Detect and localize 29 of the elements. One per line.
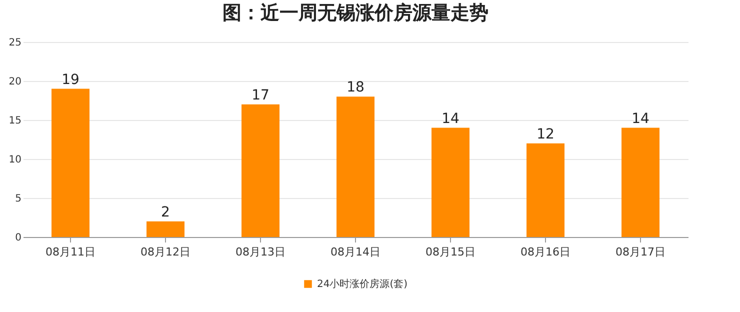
y-tick-label: 15 [8,116,22,126]
x-tick-label: 08月16日 [520,246,570,258]
y-tick-label: 5 [15,194,22,204]
y-tick-label: 20 [8,76,22,88]
data-label: 17 [252,87,270,104]
data-label: 2 [161,204,170,220]
x-tick-label: 08月13日 [236,246,286,258]
bar [146,221,184,237]
y-tick-label: 10 [8,154,22,166]
bar [526,143,564,237]
x-tick-label: 08月17日 [616,246,666,258]
x-tick-label: 08月11日 [46,246,96,258]
bar [432,128,470,237]
data-label: 14 [632,110,650,127]
x-tick-label: 08月12日 [140,246,190,258]
data-label: 18 [346,80,364,96]
x-tick-label: 08月14日 [330,246,380,258]
bar [622,128,660,237]
data-label: 14 [442,110,460,127]
data-label: 12 [536,126,554,142]
bar [336,96,374,237]
y-tick-label: 0 [15,232,22,244]
x-tick-label: 08月15日 [426,246,476,258]
bar [52,88,90,237]
chart-title: 图：近一周无锡涨价房源量走势 [222,2,488,24]
y-tick-label: 25 [8,38,22,48]
data-label: 19 [62,72,80,88]
bar [242,104,280,237]
legend-label: 24小时涨价房源(套) [317,278,408,290]
